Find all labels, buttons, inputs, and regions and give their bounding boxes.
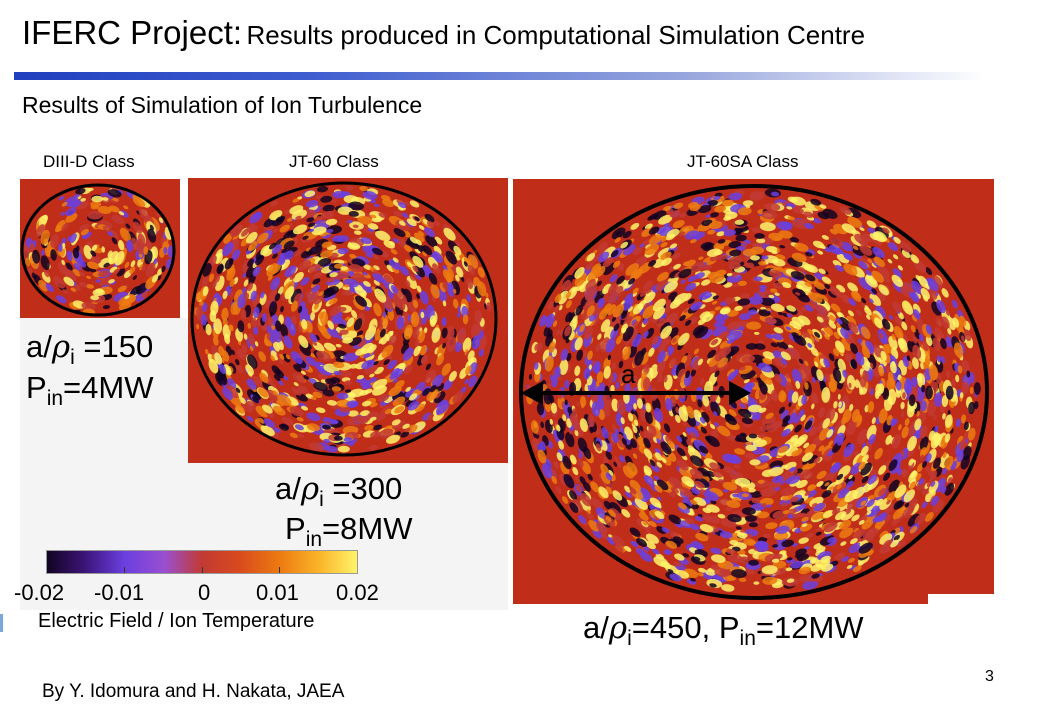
colorbar-tick-label: 0 (198, 580, 211, 605)
colorbar-tick-label: 0.01 (256, 580, 299, 605)
radius-label: a (621, 359, 636, 389)
credit: By Y. Idomura and H. Nakata, JAEA (42, 681, 345, 702)
caption-jt-60sa: JT-60SA Class (687, 152, 799, 171)
caption-diii-d: DIII-D Class (43, 152, 135, 171)
slide-subtitle: Results of Simulation of Ion Turbulence (22, 92, 423, 118)
param-ratio-jt-60: a/ρi =300 (275, 471, 403, 511)
slide-title: IFERC Project: Results produced in Compu… (22, 14, 865, 52)
colorbar-label: Electric Field / Ion Temperature (38, 610, 315, 632)
colorbar (46, 550, 358, 574)
turbulence-image-diii-d (20, 179, 180, 318)
title-main: IFERC Project: (22, 14, 243, 51)
panel-jt-60-background (188, 463, 508, 610)
page-number: 3 (985, 668, 994, 685)
colorbar-tick-label: -0.01 (94, 580, 145, 605)
title-sub: Results produced in Computational Simula… (246, 20, 866, 50)
edge-marker (0, 614, 3, 632)
param-jt-60sa: a/ρi=450, Pin=12MW (583, 610, 864, 650)
title-rule (14, 72, 986, 80)
image-notch (928, 594, 996, 606)
caption-jt-60: JT-60 Class (289, 152, 379, 171)
param-power-diii-d: Pin=4MW (26, 370, 154, 410)
param-power-jt-60: Pin=8MW (285, 511, 413, 551)
colorbar-tick-label: 0.02 (336, 580, 379, 605)
turbulence-image-jt-60sa: a (513, 179, 994, 604)
colorbar-tick-label: -0.02 (14, 580, 65, 605)
turbulence-image-jt-60 (188, 178, 508, 463)
param-ratio-diii-d: a/ρi =150 (26, 329, 154, 369)
radius-arrow (521, 381, 751, 405)
